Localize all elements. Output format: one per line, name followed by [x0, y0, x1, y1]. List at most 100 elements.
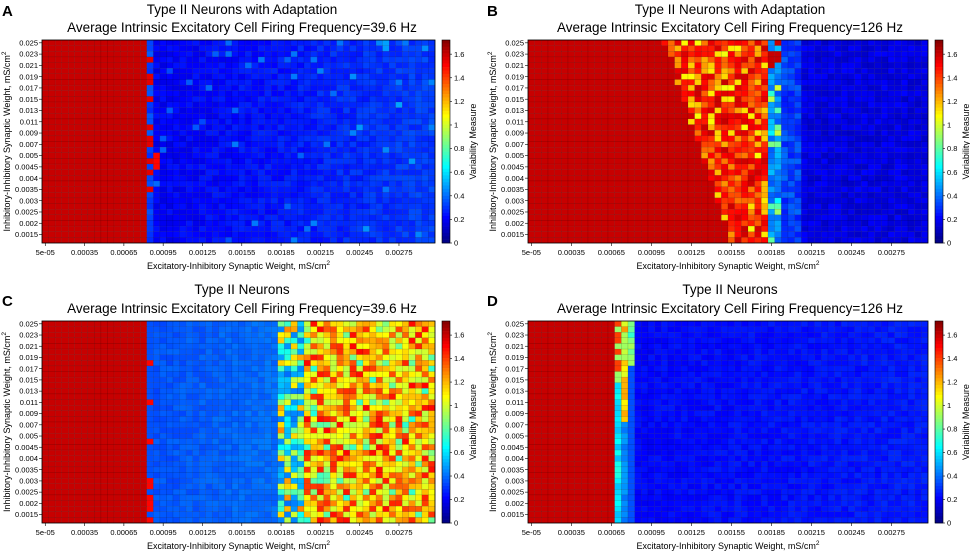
heatmap-cell [231, 231, 239, 238]
heatmap-cell [741, 84, 749, 91]
heatmap-cell [774, 225, 782, 232]
heatmap-cell [192, 113, 200, 120]
heatmap-cell [225, 56, 233, 63]
heatmap-cell [349, 39, 357, 46]
heatmap-cell [264, 214, 272, 221]
heatmap-cell [634, 79, 642, 86]
heatmap-cell [297, 90, 305, 97]
heatmap-cell [375, 73, 383, 80]
heatmap-cell [921, 130, 929, 137]
heatmap-cell [257, 348, 265, 355]
heatmap-cell [547, 158, 555, 165]
heatmap-cell [277, 343, 285, 350]
heatmap-cell [741, 45, 749, 52]
heatmap-cell [707, 68, 715, 75]
heatmap-cell [68, 354, 75, 361]
heatmap-cell [126, 113, 134, 120]
heatmap-cell [388, 45, 396, 52]
heatmap-cell [921, 68, 929, 75]
x-tick-label: 0.00245 [838, 248, 865, 257]
heatmap-cell [179, 141, 187, 148]
heatmap-cell [185, 343, 193, 350]
heatmap-cell [74, 214, 82, 221]
heatmap-cell [146, 130, 154, 137]
heatmap-cell [395, 237, 403, 244]
colorbar-segment [935, 138, 943, 142]
heatmap-cell [362, 214, 370, 221]
colorbar-segment [442, 46, 450, 51]
heatmap-cell [621, 39, 629, 46]
heatmap-cell [527, 84, 535, 91]
heatmap-cell [303, 169, 311, 176]
heatmap-cell [271, 208, 279, 216]
heatmap-cell [587, 45, 595, 52]
heatmap-cell [841, 169, 849, 176]
heatmap-cell [674, 152, 682, 159]
heatmap-cell [587, 225, 595, 232]
heatmap-cell [212, 237, 220, 244]
heatmap-cell [356, 220, 364, 227]
heatmap-cell [561, 45, 569, 52]
heatmap-cell [534, 175, 542, 182]
heatmap-cell [641, 192, 649, 199]
heatmap-cell [687, 68, 695, 75]
heatmap-cell [336, 56, 344, 63]
heatmap-cell [581, 90, 589, 97]
heatmap-cell [192, 96, 200, 103]
heatmap-cell [721, 203, 729, 210]
heatmap-cell [621, 90, 629, 97]
heatmap-cell [349, 146, 357, 154]
heatmap-cell [284, 113, 292, 120]
heatmap-cell [48, 175, 56, 182]
heatmap-cell [761, 130, 769, 137]
heatmap-cell [166, 96, 174, 103]
heatmap-cell [271, 90, 279, 97]
heatmap-cell [199, 214, 206, 221]
heatmap-cell [667, 107, 675, 114]
heatmap-cell [153, 175, 161, 182]
heatmap-cell [634, 152, 642, 159]
heatmap-cell [614, 146, 622, 154]
heatmap-cell [881, 90, 889, 97]
heatmap-cell [126, 152, 134, 159]
heatmap-cell [681, 73, 689, 80]
heatmap-cell [527, 56, 535, 63]
heatmap-cell [330, 231, 337, 238]
heatmap-cell [113, 152, 121, 159]
heatmap-cell [244, 135, 252, 142]
heatmap-cell [647, 39, 655, 46]
heatmap-cell [74, 175, 82, 182]
heatmap-cell [316, 180, 324, 187]
colorbar-segment [935, 70, 943, 75]
heatmap-cell [594, 39, 602, 46]
heatmap-cell [534, 68, 542, 75]
heatmap-cell [303, 124, 311, 131]
heatmap-cell [741, 39, 749, 46]
heatmap-cell [854, 163, 862, 170]
heatmap-cell [369, 113, 377, 120]
heatmap-cell [159, 237, 167, 244]
heatmap-cell [607, 141, 615, 148]
y-tick-label: 0.021 [505, 61, 524, 70]
heatmap-cell [251, 141, 259, 148]
heatmap-cell [369, 337, 377, 344]
heatmap-cell [244, 343, 252, 350]
heatmap-cell [887, 96, 895, 103]
colorbar-tick-label: 0.8 [947, 144, 957, 153]
heatmap-cell [356, 169, 364, 176]
heatmap-cell [297, 124, 305, 131]
heatmap-cell [714, 225, 722, 232]
heatmap-cell [754, 231, 762, 238]
heatmap-cell [271, 101, 279, 108]
heatmap-cell [854, 197, 862, 204]
heatmap-cell [781, 197, 789, 204]
heatmap-cell [654, 62, 662, 69]
heatmap-cell [126, 186, 134, 193]
heatmap-cell [894, 152, 902, 159]
heatmap-cell [369, 332, 377, 339]
heatmap-cell [126, 192, 134, 199]
heatmap-cell [627, 231, 635, 238]
heatmap-cell [316, 208, 324, 216]
heatmap-cell [887, 152, 895, 159]
heatmap-cell [421, 141, 429, 148]
